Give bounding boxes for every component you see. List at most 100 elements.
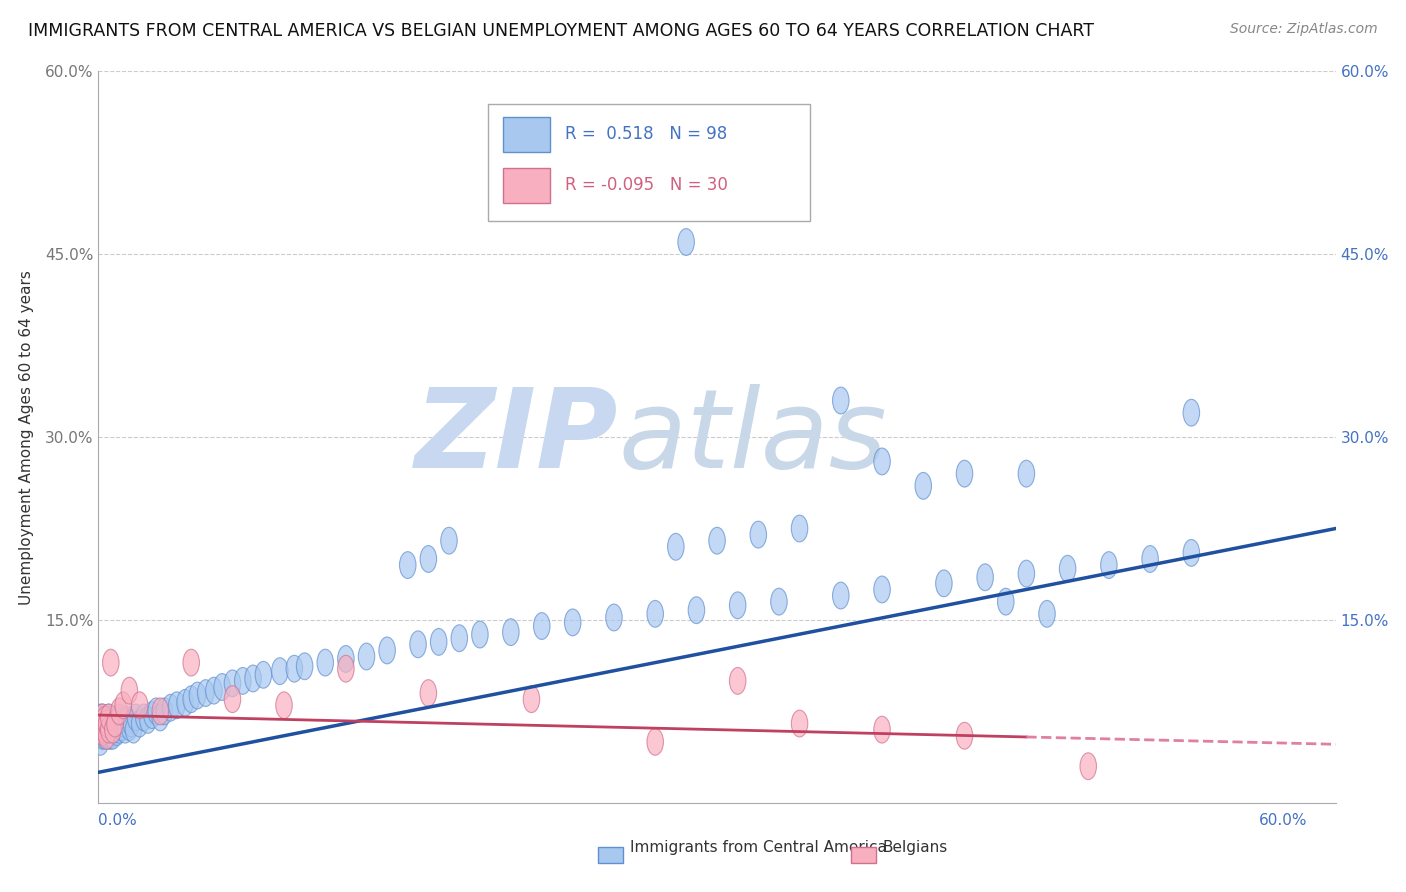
Ellipse shape — [832, 387, 849, 414]
Ellipse shape — [205, 677, 222, 704]
Ellipse shape — [108, 706, 125, 733]
Text: Immigrants from Central America: Immigrants from Central America — [630, 839, 887, 855]
Ellipse shape — [152, 704, 169, 731]
Ellipse shape — [103, 723, 120, 749]
Ellipse shape — [107, 710, 124, 737]
Ellipse shape — [131, 710, 148, 737]
FancyBboxPatch shape — [503, 168, 550, 203]
Ellipse shape — [131, 692, 148, 719]
Ellipse shape — [135, 704, 152, 731]
Ellipse shape — [688, 597, 704, 624]
Ellipse shape — [245, 665, 262, 692]
Ellipse shape — [873, 448, 890, 475]
Ellipse shape — [112, 714, 129, 740]
Ellipse shape — [1039, 600, 1056, 627]
Ellipse shape — [98, 710, 115, 737]
Text: Source: ZipAtlas.com: Source: ZipAtlas.com — [1230, 22, 1378, 37]
Ellipse shape — [125, 716, 142, 743]
Ellipse shape — [94, 710, 111, 737]
Ellipse shape — [337, 646, 354, 673]
Ellipse shape — [730, 592, 747, 619]
Ellipse shape — [1182, 400, 1199, 426]
Ellipse shape — [420, 680, 437, 706]
Ellipse shape — [97, 706, 112, 733]
FancyBboxPatch shape — [488, 104, 810, 221]
Ellipse shape — [107, 710, 124, 737]
Ellipse shape — [420, 546, 437, 573]
Text: Belgians: Belgians — [883, 839, 948, 855]
Ellipse shape — [103, 649, 120, 676]
Y-axis label: Unemployment Among Ages 60 to 64 years: Unemployment Among Ages 60 to 64 years — [18, 269, 34, 605]
Ellipse shape — [224, 686, 240, 713]
Ellipse shape — [94, 723, 111, 749]
Ellipse shape — [98, 710, 115, 737]
Ellipse shape — [97, 716, 112, 743]
Ellipse shape — [190, 682, 205, 709]
Ellipse shape — [100, 723, 117, 749]
Ellipse shape — [285, 656, 302, 682]
Ellipse shape — [770, 588, 787, 615]
Ellipse shape — [98, 723, 115, 749]
Ellipse shape — [214, 673, 231, 700]
Ellipse shape — [451, 624, 468, 652]
Ellipse shape — [98, 716, 115, 743]
Ellipse shape — [668, 533, 685, 560]
Ellipse shape — [1059, 556, 1076, 582]
Ellipse shape — [94, 719, 111, 746]
Ellipse shape — [316, 649, 333, 676]
Ellipse shape — [749, 521, 766, 548]
Text: 60.0%: 60.0% — [1260, 814, 1308, 828]
Ellipse shape — [183, 686, 200, 713]
Ellipse shape — [124, 710, 139, 737]
Ellipse shape — [276, 692, 292, 719]
Ellipse shape — [128, 704, 143, 731]
Ellipse shape — [117, 716, 134, 743]
Ellipse shape — [100, 704, 117, 731]
Ellipse shape — [139, 706, 156, 733]
Ellipse shape — [399, 551, 416, 579]
Ellipse shape — [502, 619, 519, 646]
Ellipse shape — [647, 192, 664, 219]
Ellipse shape — [104, 716, 121, 743]
Ellipse shape — [977, 564, 994, 591]
Ellipse shape — [523, 686, 540, 713]
Ellipse shape — [104, 716, 121, 743]
Ellipse shape — [97, 719, 112, 746]
Ellipse shape — [111, 698, 128, 725]
Text: ZIP: ZIP — [415, 384, 619, 491]
Ellipse shape — [107, 716, 124, 743]
Text: R = -0.095   N = 30: R = -0.095 N = 30 — [565, 176, 728, 194]
Ellipse shape — [832, 582, 849, 609]
Ellipse shape — [169, 692, 186, 719]
Ellipse shape — [121, 714, 138, 740]
Ellipse shape — [93, 710, 108, 737]
Ellipse shape — [647, 600, 664, 627]
Ellipse shape — [1080, 753, 1097, 780]
Ellipse shape — [177, 690, 193, 716]
Ellipse shape — [678, 228, 695, 255]
Text: R =  0.518   N = 98: R = 0.518 N = 98 — [565, 125, 727, 143]
Ellipse shape — [148, 698, 165, 725]
Ellipse shape — [235, 667, 252, 694]
Ellipse shape — [115, 692, 131, 719]
Ellipse shape — [94, 704, 111, 731]
Text: 0.0%: 0.0% — [98, 814, 138, 828]
Ellipse shape — [337, 656, 354, 682]
Ellipse shape — [606, 604, 623, 631]
Ellipse shape — [197, 680, 214, 706]
Text: IMMIGRANTS FROM CENTRAL AMERICA VS BELGIAN UNEMPLOYMENT AMONG AGES 60 TO 64 YEAR: IMMIGRANTS FROM CENTRAL AMERICA VS BELGI… — [28, 22, 1094, 40]
Ellipse shape — [1018, 560, 1035, 587]
Ellipse shape — [730, 667, 747, 694]
FancyBboxPatch shape — [503, 117, 550, 152]
Ellipse shape — [873, 576, 890, 603]
Ellipse shape — [271, 657, 288, 684]
Ellipse shape — [915, 473, 932, 500]
Ellipse shape — [100, 716, 117, 743]
Ellipse shape — [156, 698, 173, 725]
Ellipse shape — [792, 710, 808, 737]
Ellipse shape — [359, 643, 375, 670]
Ellipse shape — [1142, 546, 1159, 573]
Ellipse shape — [997, 588, 1014, 615]
Ellipse shape — [1182, 540, 1199, 566]
Ellipse shape — [792, 515, 808, 542]
